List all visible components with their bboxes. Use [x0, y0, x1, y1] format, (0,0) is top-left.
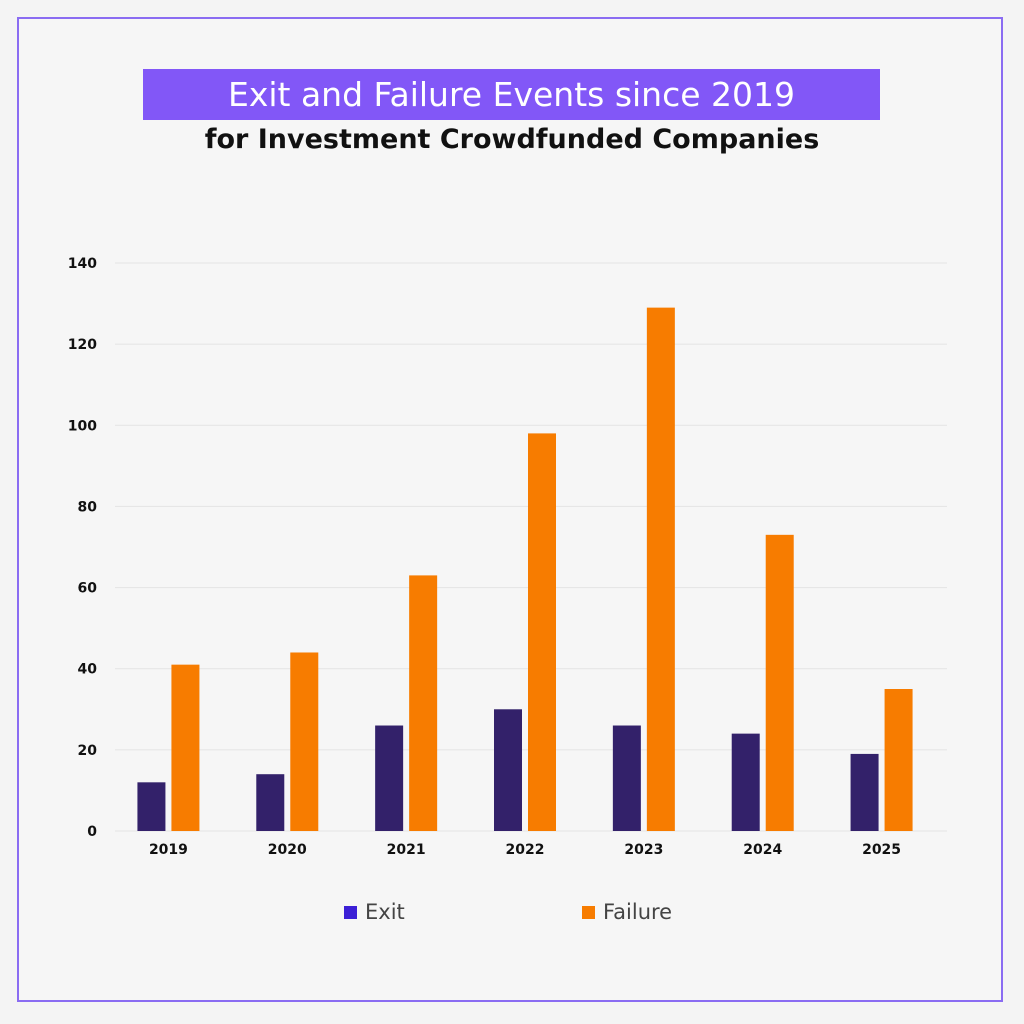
x-tick-label: 2025	[862, 842, 901, 858]
chart-frame	[17, 17, 1003, 1002]
x-tick-label: 2022	[506, 842, 545, 858]
legend-label-failure: Failure	[603, 900, 673, 924]
legend-item-failure: Failure	[582, 900, 672, 924]
legend-swatch-failure	[582, 905, 595, 919]
bar-exit-2023	[612, 725, 641, 831]
bar-exit-2025	[850, 753, 879, 831]
bar-exit-2022	[494, 709, 522, 831]
bar-exit-2024	[731, 733, 760, 831]
bar-failure-2022	[528, 433, 556, 831]
legend-swatch-exit	[344, 905, 357, 919]
y-tick-label: 40	[78, 662, 98, 678]
y-tick-label: 120	[68, 337, 97, 353]
y-tick-label: 80	[78, 499, 98, 515]
bar-failure-2023	[646, 307, 675, 832]
bar-exit-2019	[137, 782, 166, 831]
bar-exit-2021	[375, 725, 404, 831]
chart-title: Exit and Failure Events since 2019	[143, 69, 880, 120]
bar-exit-2020	[256, 774, 285, 831]
bar-failure-2020	[290, 652, 319, 831]
y-tick-label: 100	[68, 418, 97, 434]
legend-label-exit: Exit	[365, 900, 405, 924]
x-tick-label: 2019	[149, 842, 188, 858]
y-tick-label: 20	[78, 743, 98, 759]
bar-failure-2024	[765, 534, 794, 831]
x-tick-label: 2021	[387, 842, 426, 858]
bar-failure-2025	[884, 689, 913, 831]
bar-failure-2019	[171, 664, 200, 831]
x-tick-label: 2024	[743, 842, 782, 858]
y-tick-label: 60	[78, 581, 98, 597]
bar-failure-2021	[409, 575, 438, 831]
y-tick-label: 140	[68, 256, 97, 272]
y-tick-label: 0	[87, 824, 97, 840]
x-tick-label: 2023	[624, 842, 663, 858]
x-tick-label: 2020	[268, 842, 307, 858]
chart-subtitle: for Investment Crowdfunded Companies	[204, 124, 820, 155]
legend-item-exit: Exit	[344, 900, 405, 924]
